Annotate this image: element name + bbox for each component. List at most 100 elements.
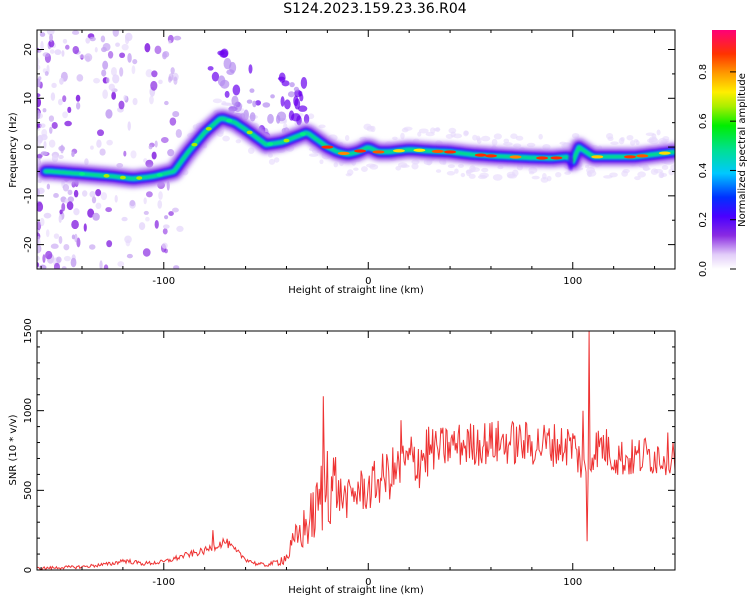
heatmap-haze-blob	[363, 123, 372, 131]
heatmap-haze-blob	[493, 133, 502, 140]
heatmap-noise-blob	[107, 51, 114, 59]
heatmap-core-blob	[119, 175, 126, 180]
heatmap-scatter-blob	[288, 110, 295, 121]
heatmap-haze-blob	[468, 173, 476, 179]
heatmap-noise-blob	[45, 229, 50, 238]
heatmap-scatter-blob	[255, 100, 261, 106]
heatmap-noise-blob	[112, 74, 120, 84]
heatmap-noise-blob	[53, 262, 61, 269]
heatmap-haze-blob	[333, 162, 339, 168]
heatmap-scatter-blob	[262, 102, 271, 108]
heatmap-noise-blob	[76, 102, 81, 110]
heatmap-noise-blob	[105, 77, 110, 84]
heatmap-scatter-blob	[246, 99, 253, 104]
heatmap-noise-blob	[37, 57, 40, 67]
heatmap-noise-blob	[83, 223, 87, 232]
spectrogram-x-tick-label: 0	[365, 276, 371, 287]
heatmap-haze-blob	[476, 135, 481, 142]
heatmap-scatter-blob	[223, 57, 232, 70]
heatmap-haze-blob	[273, 157, 280, 163]
heatmap-noise-blob	[85, 37, 91, 44]
heatmap-noise-blob	[39, 217, 45, 227]
heatmap-noise-blob	[95, 202, 102, 210]
heatmap-haze-blob	[492, 174, 503, 181]
snr-y-axis-label: SNR (10 * v/v)	[8, 414, 19, 485]
heatmap-noise-blob	[78, 54, 87, 59]
heatmap-core-blob	[658, 151, 671, 155]
heatmap-noise-blob	[125, 239, 131, 247]
heatmap-core-blob	[337, 151, 350, 156]
heatmap-core-blob	[205, 126, 212, 131]
heatmap-haze-blob	[555, 172, 562, 178]
heatmap-noise-blob	[123, 150, 127, 157]
heatmap-core-blob	[226, 118, 233, 123]
heatmap-noise-blob	[144, 43, 151, 53]
heatmap-noise-blob	[112, 30, 119, 37]
heatmap-haze-blob	[507, 173, 517, 179]
heatmap-haze-blob	[538, 133, 543, 140]
heatmap-core-blob	[550, 156, 563, 160]
heatmap-noise-blob	[44, 71, 49, 76]
heatmap-haze-blob	[308, 153, 319, 157]
heatmap-core-blob	[484, 154, 497, 158]
heatmap-haze-blob	[319, 159, 324, 165]
heatmap-noise-blob	[160, 136, 169, 144]
heatmap-noise-blob	[67, 189, 73, 196]
heatmap-noise-blob	[143, 210, 149, 215]
heatmap-noise-blob	[46, 183, 51, 190]
snr-y-tick-label: 500	[23, 481, 34, 500]
heatmap-haze-blob	[453, 133, 463, 139]
spectrogram-heatmap	[37, 30, 675, 269]
heatmap-haze-blob	[470, 167, 480, 173]
heatmap-noise-blob	[51, 154, 59, 163]
heatmap-noise-blob	[39, 123, 46, 128]
heatmap-haze-blob	[465, 169, 471, 177]
heatmap-haze-blob	[247, 147, 255, 154]
heatmap-noise-blob	[111, 91, 117, 100]
heatmap-scatter-blob	[293, 86, 300, 92]
heatmap-haze-blob	[571, 133, 580, 139]
heatmap-haze-blob	[629, 140, 636, 146]
heatmap-scatter-blob	[270, 94, 275, 99]
heatmap-noise-blob	[37, 97, 42, 108]
heatmap-haze-blob	[397, 162, 408, 168]
colorbar-ticks: 0.0 0.2 0.4 0.6 0.8	[698, 64, 736, 277]
heatmap-haze-blob	[307, 113, 315, 120]
heatmap-scatter-blob	[226, 69, 235, 76]
heatmap-noise-blob	[108, 83, 115, 91]
heatmap-noise-blob	[100, 35, 106, 43]
heatmap-core-blob	[444, 150, 457, 154]
colorbar: 0.0 0.2 0.4 0.6 0.8 Normalized spectral ampl…	[698, 30, 748, 277]
colorbar-tick-label: 0.0	[698, 261, 709, 277]
heatmap-haze-blob	[235, 139, 242, 144]
heatmap-noise-blob	[90, 145, 94, 150]
heatmap-noise-blob	[63, 243, 70, 251]
heatmap-haze-blob	[515, 135, 524, 141]
heatmap-haze-blob	[650, 168, 659, 175]
heatmap-noise-blob	[145, 159, 154, 168]
spectrogram-x-tick-label: 100	[563, 276, 582, 287]
heatmap-scatter-blob	[248, 64, 253, 74]
heatmap-core-blob	[413, 148, 426, 152]
heatmap-noise-blob	[102, 60, 109, 70]
heatmap-noise-blob	[59, 77, 64, 85]
heatmap-haze-blob	[586, 169, 597, 177]
heatmap-haze-blob	[344, 134, 350, 142]
heatmap-noise-blob	[50, 92, 56, 101]
heatmap-noise-blob	[71, 151, 75, 158]
heatmap-noise-blob	[126, 253, 133, 259]
heatmap-noise-blob	[88, 244, 96, 250]
heatmap-noise-blob	[164, 100, 169, 106]
heatmap-noise-blob	[96, 129, 105, 137]
heatmap-core-blob	[321, 145, 334, 149]
heatmap-noise-blob	[66, 201, 74, 211]
colorbar-tick-label: 0.4	[698, 162, 709, 178]
heatmap-noise-blob	[99, 148, 106, 156]
heatmap-noise-blob	[37, 93, 41, 98]
heatmap-haze-blob	[480, 135, 491, 142]
heatmap-noise-blob	[37, 142, 41, 147]
snr-frame	[36, 330, 676, 571]
heatmap-scatter-blob	[277, 76, 286, 81]
